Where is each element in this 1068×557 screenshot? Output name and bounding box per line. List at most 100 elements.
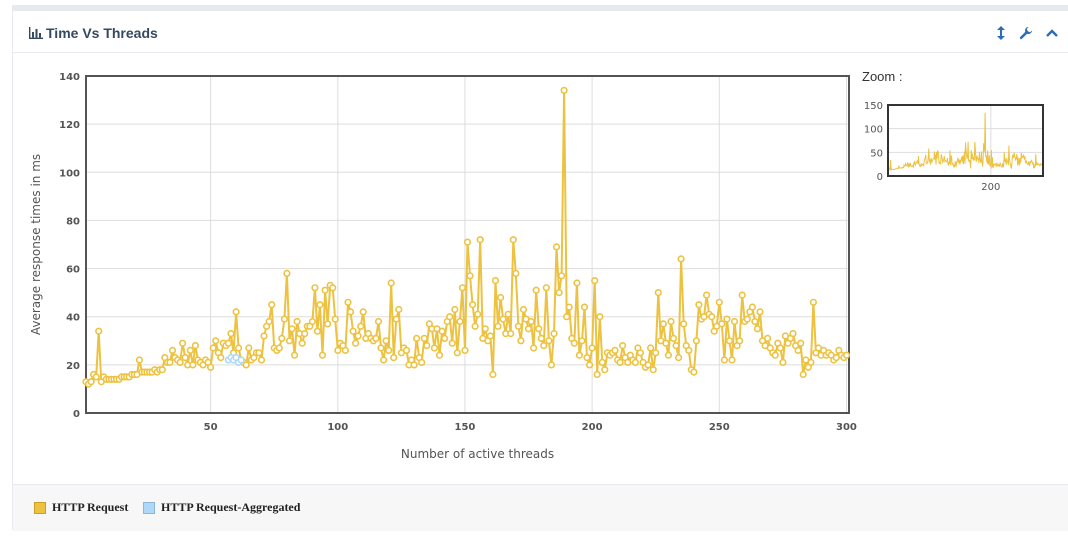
data-point: [616, 358, 624, 367]
main-chart: 0 20 40 60 80 100 120 140 50 100 150 200 250 300 Numbe…: [29, 72, 857, 461]
data-point: [308, 317, 317, 326]
data-point: [618, 342, 627, 350]
data-point: [316, 301, 324, 309]
data-point: [708, 313, 716, 321]
data-point: [474, 310, 482, 318]
data-point: [570, 339, 578, 347]
data-point: [662, 339, 670, 347]
data-point: [357, 322, 365, 330]
data-point: [720, 356, 729, 364]
legend-swatch: [34, 501, 46, 514]
data-point: [680, 320, 688, 328]
data-point: [463, 238, 472, 246]
data-point: [794, 346, 802, 355]
y-tick-label: 100: [59, 168, 80, 179]
y-tick-label: 80: [66, 216, 80, 227]
wrench-icon[interactable]: [1018, 25, 1034, 41]
data-point: [763, 334, 772, 343]
zoom-frame: [887, 104, 1044, 177]
data-point: [504, 310, 512, 318]
data-point: [690, 368, 698, 376]
legend-swatch: [143, 501, 155, 514]
data-point: [224, 339, 232, 347]
data-point: [702, 291, 711, 299]
data-point: [466, 272, 474, 280]
data-point: [95, 327, 103, 335]
data-point: [471, 322, 479, 330]
data-point: [420, 334, 428, 343]
legend-item-http-request[interactable]: HTTP Request: [34, 500, 128, 515]
data-point: [491, 277, 500, 285]
data-point: [291, 351, 299, 359]
data-point: [451, 305, 459, 314]
data-point: [563, 313, 571, 321]
data-point: [245, 344, 253, 352]
data-point: [469, 301, 477, 309]
data-point: [652, 349, 660, 357]
legend-label: HTTP Request: [52, 500, 129, 514]
data-point: [341, 346, 350, 355]
data-point: [644, 361, 652, 369]
data-point: [486, 332, 495, 340]
legend-label: HTTP Request-Aggregated: [161, 500, 301, 514]
data-point: [321, 286, 329, 294]
data-point: [799, 370, 807, 379]
plot-frame: [85, 75, 850, 414]
data-point: [331, 315, 339, 323]
data-point: [430, 344, 439, 352]
data-point: [809, 298, 818, 306]
data-point: [87, 378, 95, 386]
zoom-series-line: [887, 112, 1043, 172]
data-point: [235, 344, 243, 352]
data-point: [842, 351, 851, 359]
zoom-chart[interactable]: 0 50 100 150 200: [853, 93, 1053, 203]
data-point: [324, 320, 332, 328]
data-point: [402, 346, 411, 355]
legend-item-http-request-aggregated[interactable]: HTTP Request-Aggregated: [143, 500, 300, 515]
data-point: [372, 334, 380, 343]
zoom-y-tick-label: 150: [864, 101, 883, 112]
data-point: [92, 373, 100, 381]
data-point: [313, 327, 322, 335]
chevron-up-icon[interactable]: [1044, 25, 1060, 41]
data-point: [135, 356, 143, 364]
data-point: [529, 344, 538, 352]
data-point: [435, 351, 444, 359]
x-axis-label: Number of active threads: [401, 447, 554, 461]
data-point: [779, 358, 787, 367]
data-point: [499, 315, 507, 323]
data-point: [392, 315, 400, 323]
data-point: [718, 320, 726, 328]
data-point: [481, 325, 489, 333]
y-tick-label: 140: [59, 72, 80, 83]
resize-icon[interactable]: [993, 25, 1009, 41]
data-point: [288, 325, 296, 333]
data-point: [751, 317, 759, 326]
data-point: [649, 366, 657, 374]
data-point: [176, 358, 184, 367]
data-point: [418, 358, 426, 367]
data-point: [677, 255, 685, 263]
data-point: [438, 327, 446, 335]
zoom-y-tick-label: 100: [864, 125, 883, 136]
data-point: [588, 344, 596, 352]
y-tick-label: 40: [66, 313, 80, 324]
legend: HTTP Request HTTP Request-Aggregated: [13, 484, 1068, 531]
data-point: [669, 334, 678, 343]
data-point: [329, 284, 337, 292]
data-point: [723, 315, 731, 323]
data-point: [349, 327, 357, 335]
data-point: [385, 346, 393, 355]
data-point: [181, 354, 189, 362]
y-axis-label: Average response times in ms: [29, 154, 43, 335]
data-point: [527, 317, 535, 326]
data-point: [552, 243, 561, 251]
x-tick-label: 150: [455, 422, 476, 433]
data-point: [374, 317, 383, 326]
data-point: [354, 332, 362, 340]
data-point: [519, 305, 528, 314]
data-point: [575, 351, 584, 359]
data-point: [395, 305, 403, 314]
panel-title-text: Time Vs Threads: [46, 25, 158, 41]
data-point: [636, 349, 645, 357]
